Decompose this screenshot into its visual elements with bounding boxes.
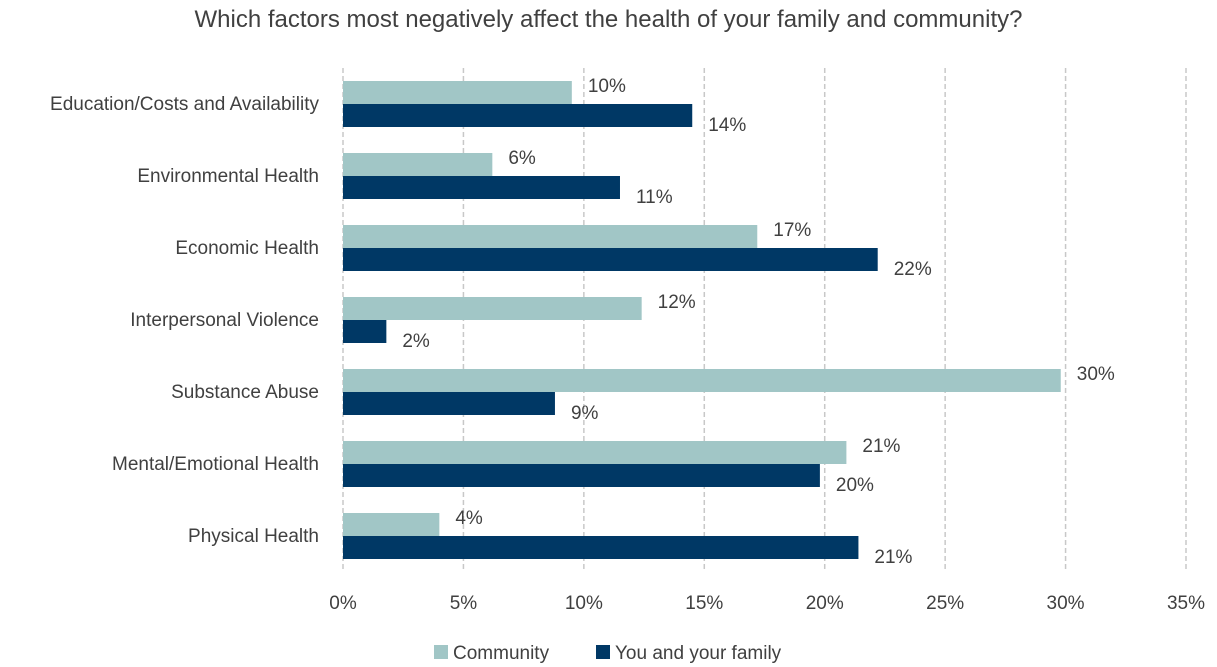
bar-community bbox=[343, 297, 642, 320]
data-label: 21% bbox=[874, 547, 912, 568]
bar-you-and-your-family bbox=[343, 104, 693, 127]
category-label: Mental/Emotional Health bbox=[112, 454, 319, 475]
category-label: Interpersonal Violence bbox=[130, 310, 319, 331]
bar-community bbox=[343, 81, 572, 104]
bar-community bbox=[343, 369, 1061, 392]
legend-label: Community bbox=[453, 643, 550, 664]
legend-swatch bbox=[434, 645, 448, 659]
data-label: 10% bbox=[588, 76, 626, 97]
data-label: 4% bbox=[455, 508, 483, 529]
data-label: 11% bbox=[636, 187, 673, 208]
chart-title: Which factors most negatively affect the… bbox=[194, 6, 1023, 33]
category-label: Education/Costs and Availability bbox=[50, 94, 319, 115]
category-label: Economic Health bbox=[175, 238, 319, 259]
legend-label: You and your family bbox=[615, 643, 782, 664]
data-label: 2% bbox=[402, 331, 430, 352]
data-label: 6% bbox=[508, 148, 536, 169]
data-label: 30% bbox=[1077, 364, 1115, 385]
x-axis-ticks: 0% 5% 10% 15% 20% 25% 30% 35% bbox=[329, 593, 1205, 614]
category-label: Substance Abuse bbox=[171, 382, 319, 403]
bar-you-and-your-family bbox=[343, 392, 555, 415]
bar-you-and-your-family bbox=[343, 464, 820, 487]
bar-community bbox=[343, 513, 440, 536]
legend-swatch bbox=[596, 645, 610, 659]
bar-community bbox=[343, 153, 493, 176]
x-tick-label: 25% bbox=[926, 593, 964, 614]
data-labels: 10% 14% 6% 11% 17% 22% 12% 2% 30% 9% 21% 20% 4% 21% bbox=[402, 76, 1115, 568]
legend: Community You and your family bbox=[434, 643, 782, 664]
bar-you-and-your-family bbox=[343, 320, 387, 343]
x-tick-label: 10% bbox=[565, 593, 603, 614]
category-label: Physical Health bbox=[188, 526, 319, 547]
x-tick-label: 0% bbox=[329, 593, 357, 614]
data-label: 12% bbox=[658, 292, 696, 313]
x-tick-label: 30% bbox=[1047, 593, 1085, 614]
category-labels: Education/Costs and Availability Environm… bbox=[50, 94, 319, 547]
x-tick-label: 20% bbox=[806, 593, 844, 614]
data-label: 21% bbox=[862, 436, 900, 457]
category-label: Environmental Health bbox=[137, 166, 319, 187]
x-tick-label: 5% bbox=[450, 593, 478, 614]
x-tick-label: 15% bbox=[685, 593, 723, 614]
data-label: 17% bbox=[773, 220, 811, 241]
bar-you-and-your-family bbox=[343, 248, 878, 271]
bar-you-and-your-family bbox=[343, 176, 620, 199]
bar-community bbox=[343, 225, 758, 248]
x-tick-label: 35% bbox=[1167, 593, 1205, 614]
data-label: 9% bbox=[571, 403, 599, 424]
bars bbox=[343, 81, 1061, 559]
data-label: 14% bbox=[708, 115, 746, 136]
data-label: 20% bbox=[836, 475, 874, 496]
data-label: 22% bbox=[894, 259, 932, 280]
bar-you-and-your-family bbox=[343, 536, 859, 559]
bar-community bbox=[343, 441, 847, 464]
